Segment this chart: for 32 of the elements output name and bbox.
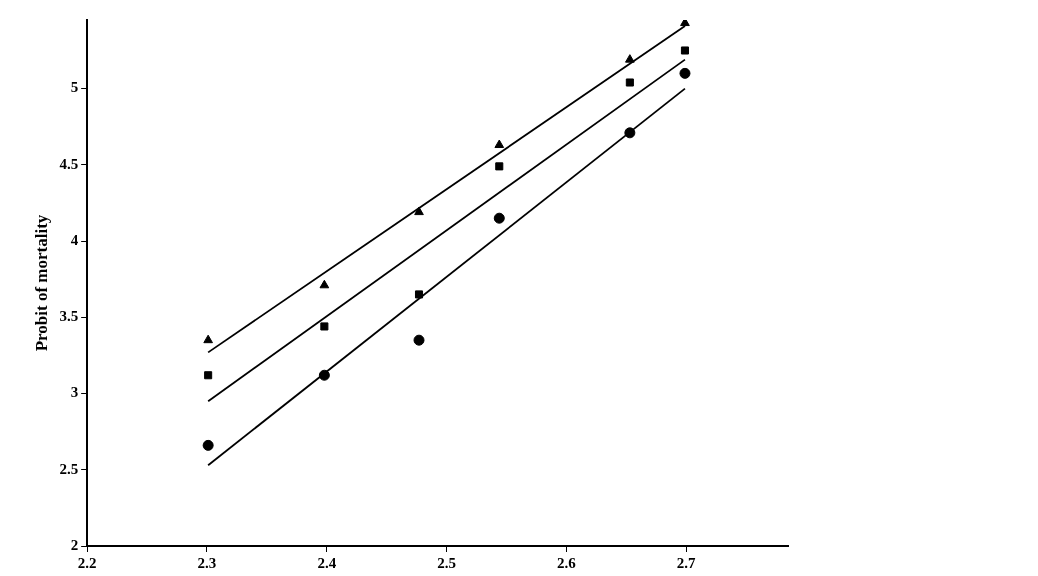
point (318, 369, 330, 381)
point (625, 54, 635, 63)
x-tick-label: 2.5 (437, 554, 456, 571)
point (493, 212, 505, 224)
y-tick-label: 3.5 (59, 308, 79, 325)
point (624, 127, 636, 139)
point (319, 279, 330, 289)
point (495, 162, 504, 171)
point (625, 78, 634, 87)
point (680, 20, 690, 27)
point (414, 290, 424, 299)
x-tick-label: 2.3 (197, 554, 217, 571)
y-axis-title: Probit of mortality (31, 214, 51, 352)
point (494, 139, 505, 149)
point (203, 334, 213, 344)
point (204, 371, 213, 380)
y-tick-label: 4 (70, 231, 79, 248)
point (679, 67, 691, 79)
point (414, 206, 424, 216)
point (413, 334, 425, 346)
x-tick-label: 2.4 (317, 554, 337, 571)
y-tick-label: 4.5 (59, 155, 79, 172)
y-tick-label: 2.5 (59, 460, 79, 477)
x-tick-label: 2.2 (77, 554, 97, 571)
y-tick-label: 3 (70, 384, 79, 401)
y-tick-label: 5 (70, 79, 79, 96)
point (320, 322, 329, 331)
x-tick-label: 2.7 (676, 554, 697, 571)
x-tick-label: 2.6 (556, 554, 577, 571)
y-tick-label: 2 (70, 536, 79, 553)
point (680, 46, 690, 55)
point (202, 439, 214, 451)
